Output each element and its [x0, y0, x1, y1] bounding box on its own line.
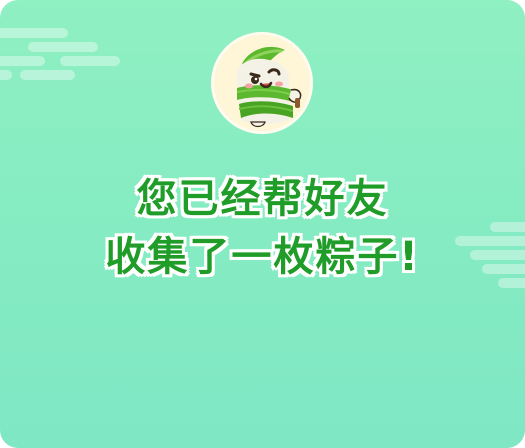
cloud-decoration-left	[0, 28, 150, 108]
cloud-decoration-right	[450, 222, 525, 297]
message-line-1: 您已经帮好友	[136, 176, 389, 222]
zongzi-mascot-icon	[211, 32, 313, 134]
success-message: 您已经帮好友 收集了一枚粽子!	[0, 170, 525, 286]
message-line-2: 收集了一枚粽子!	[105, 234, 420, 280]
